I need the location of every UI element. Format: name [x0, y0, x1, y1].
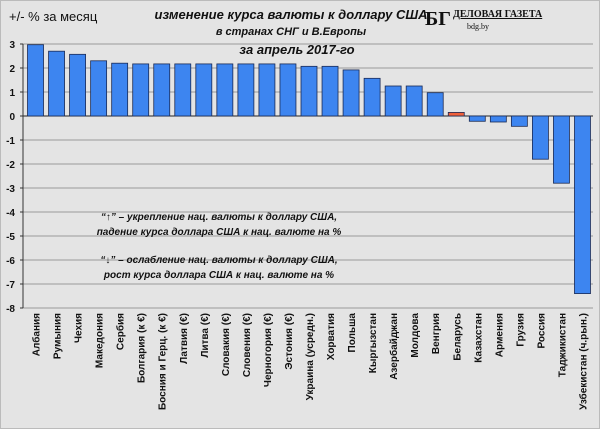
annotation-line: рост курса доллара США к нац. валюте на …: [103, 270, 334, 281]
y-tick-label: 1: [9, 88, 15, 99]
logo-name: ДЕЛОВАЯ ГАЗЕТА: [453, 9, 543, 20]
y-tick-label: 3: [9, 40, 15, 51]
bar: [510, 115, 528, 127]
x-tick-label: Литва (€): [200, 313, 211, 358]
y-tick-label: -8: [6, 304, 15, 315]
logo: БГ ДЕЛОВАЯ ГАЗЕТА bdg.by: [425, 8, 543, 31]
x-tick-label: Венгрия: [431, 313, 442, 354]
x-tick-label: Словения (€): [242, 313, 253, 377]
x-tick-label: Грузия: [515, 313, 526, 347]
y-tick-label: -3: [6, 184, 15, 195]
bar: [447, 112, 465, 117]
bar: [27, 44, 44, 117]
x-tick-label: Таджикистан: [557, 313, 568, 377]
x-tick-label: Болгария (к €): [137, 313, 148, 383]
x-tick-label: Хорватия: [326, 313, 337, 360]
bar: [48, 50, 65, 117]
x-tick-label: Эстония (€): [284, 313, 295, 370]
bar: [69, 53, 86, 117]
x-tick-label: Польша: [347, 313, 358, 353]
x-tick-label: Кыргызстан: [368, 313, 379, 373]
bar: [111, 62, 129, 117]
x-tick-label: Армения: [494, 313, 505, 357]
bar: [216, 63, 234, 117]
bar: [237, 63, 255, 117]
bar: [195, 63, 213, 117]
logo-site: bdg.by: [467, 22, 489, 31]
x-tick-label: Албания: [31, 313, 43, 356]
x-tick-label: Чехия: [74, 313, 85, 343]
bar: [279, 63, 297, 117]
x-tick-label: Македония: [95, 313, 106, 368]
bar: [553, 115, 570, 184]
y-tick-label: -6: [6, 256, 15, 267]
y-tick-label: -7: [6, 280, 15, 291]
y-tick-label: 0: [9, 112, 15, 123]
y-tick-label: -2: [6, 160, 15, 171]
bar: [426, 92, 444, 117]
bar: [300, 65, 318, 117]
bar: [532, 115, 549, 160]
bar: [258, 63, 276, 117]
x-tick-label: Молдова: [410, 313, 421, 358]
y-tick-label: -4: [6, 208, 15, 219]
bar: [489, 115, 507, 123]
x-tick-label: Босния и Герц. (к €): [158, 313, 169, 410]
logo-mark: БГ: [425, 8, 451, 30]
x-tick-label: Казахстан: [473, 313, 484, 363]
bar: [132, 63, 150, 117]
bar: [363, 77, 381, 117]
bar: [90, 60, 108, 117]
x-tick-label: Словакия (€): [221, 313, 232, 376]
bar: [174, 63, 192, 117]
x-tick-label: Украина (усредн.): [305, 313, 316, 400]
bar: [153, 63, 171, 117]
y-axis-label: +/- % за месяц: [9, 9, 98, 24]
x-tick-label: Румыния: [53, 313, 64, 359]
annotation-line: падение курса доллара США к нац. валюте …: [97, 227, 342, 238]
chart-subtitle: в странах СНГ и В.Европы: [216, 26, 367, 38]
y-tick-label: -1: [6, 136, 15, 147]
annotation-line: “↓” – ослабление нац. валюты к доллару С…: [100, 254, 337, 266]
bar: [384, 85, 402, 117]
chart-period: за апрель 2017-го: [239, 42, 354, 57]
x-tick-label: Азербайджан: [388, 313, 400, 380]
x-tick-label: Черногория (€): [263, 313, 274, 387]
annotation-line: “↑” – укрепление нац. валюты к доллару С…: [101, 212, 337, 223]
bar: [321, 65, 339, 117]
bar: [342, 69, 360, 117]
bar: [405, 85, 423, 117]
x-tick-label: Узбекистан (ч.рын.): [577, 313, 589, 410]
x-tick-label: Сербия: [115, 313, 127, 350]
x-tick-label: Россия: [536, 313, 547, 349]
y-tick-label: 2: [9, 64, 15, 75]
y-tick-label: -5: [6, 232, 15, 243]
chart-title: изменение курса валюты к доллару США: [155, 7, 428, 22]
bar: [468, 115, 486, 122]
x-tick-label: Латвия (€): [179, 313, 190, 364]
bar: [574, 115, 591, 295]
x-tick-label: Беларусь: [452, 313, 463, 361]
